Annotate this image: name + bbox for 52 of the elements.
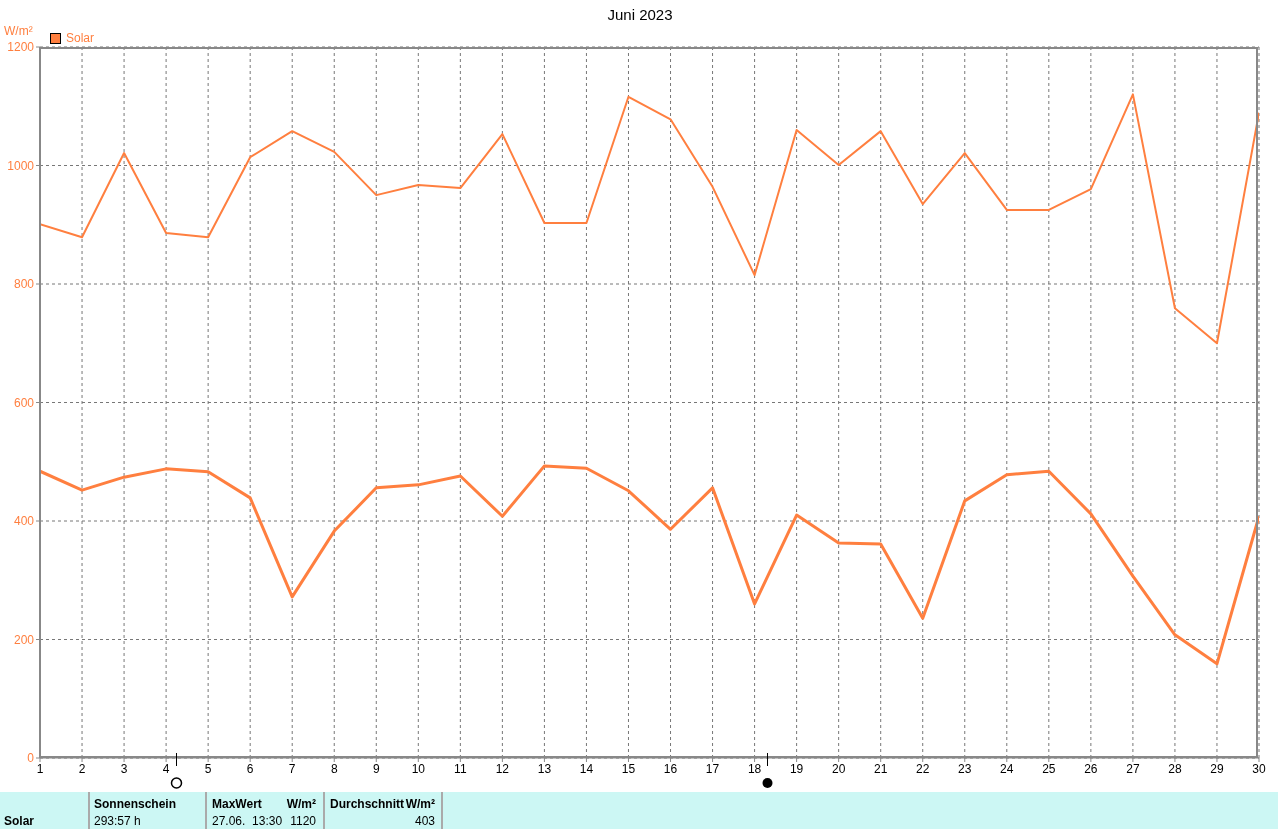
- x-tick-label: 9: [372, 761, 380, 776]
- x-tick-label: 29: [1210, 761, 1224, 776]
- y-tick-label: 1200: [7, 40, 35, 55]
- x-tick-label: 25: [1042, 761, 1056, 776]
- y-tick-label: 800: [13, 277, 35, 292]
- x-tick-label: 10: [411, 761, 426, 776]
- x-tick-label: 6: [246, 761, 254, 776]
- text: Solar: [4, 814, 35, 828]
- x-tick-label: 8: [330, 761, 338, 776]
- text: W/m²: [286, 797, 316, 811]
- x-tick-label: 18: [747, 761, 762, 776]
- y-tick-label: 600: [13, 395, 35, 410]
- x-tick-label: 7: [288, 761, 296, 776]
- line-series: [40, 464, 1259, 666]
- text: 27.06. 13:30: [212, 814, 283, 828]
- text: 293:57 h: [94, 814, 141, 828]
- x-tick-label: 24: [1000, 761, 1014, 776]
- text: Durchschnitt: [330, 797, 405, 811]
- legend-label: Solar: [66, 31, 95, 45]
- text: 1120: [290, 814, 316, 828]
- y-tick-label: 400: [13, 514, 35, 529]
- y-axis-title: W/m²: [4, 24, 33, 38]
- x-tick-label: 12: [495, 761, 510, 776]
- text: W/m²: [405, 797, 435, 811]
- x-tick-label: 21: [874, 761, 888, 776]
- x-tick-label: 16: [663, 761, 678, 776]
- x-tick-label: 11: [454, 761, 467, 776]
- x-tick-label: 3: [120, 761, 128, 776]
- chart-title: Juni 2023: [607, 6, 673, 23]
- x-tick-label: 14: [579, 761, 594, 776]
- text: MaxWert: [212, 797, 262, 811]
- text: 403: [414, 814, 435, 828]
- x-tick-label: 19: [789, 761, 804, 776]
- x-tick-label: 5: [204, 761, 212, 776]
- x-tick-label: 15: [621, 761, 636, 776]
- x-tick-label: 22: [916, 761, 930, 776]
- x-tick-label: 2: [78, 761, 86, 776]
- x-tick-label: 1: [36, 761, 44, 776]
- x-tick-label: 26: [1084, 761, 1098, 776]
- y-tick-label: 200: [13, 632, 35, 647]
- x-tick-label: 17: [705, 761, 720, 776]
- x-tick-label: 4: [162, 761, 170, 776]
- x-tick-label: 20: [831, 761, 846, 776]
- x-tick-label: 30: [1252, 761, 1266, 776]
- text: Sonnenschein: [94, 797, 177, 811]
- x-tick-label: 23: [958, 761, 972, 776]
- x-tick-label: 27: [1126, 761, 1140, 776]
- x-tick-label: 13: [537, 761, 552, 776]
- x-tick-label: 28: [1168, 761, 1182, 776]
- line-series: [40, 93, 1259, 345]
- y-tick-label: 1000: [7, 158, 35, 173]
- y-tick-label: 0: [27, 751, 35, 766]
